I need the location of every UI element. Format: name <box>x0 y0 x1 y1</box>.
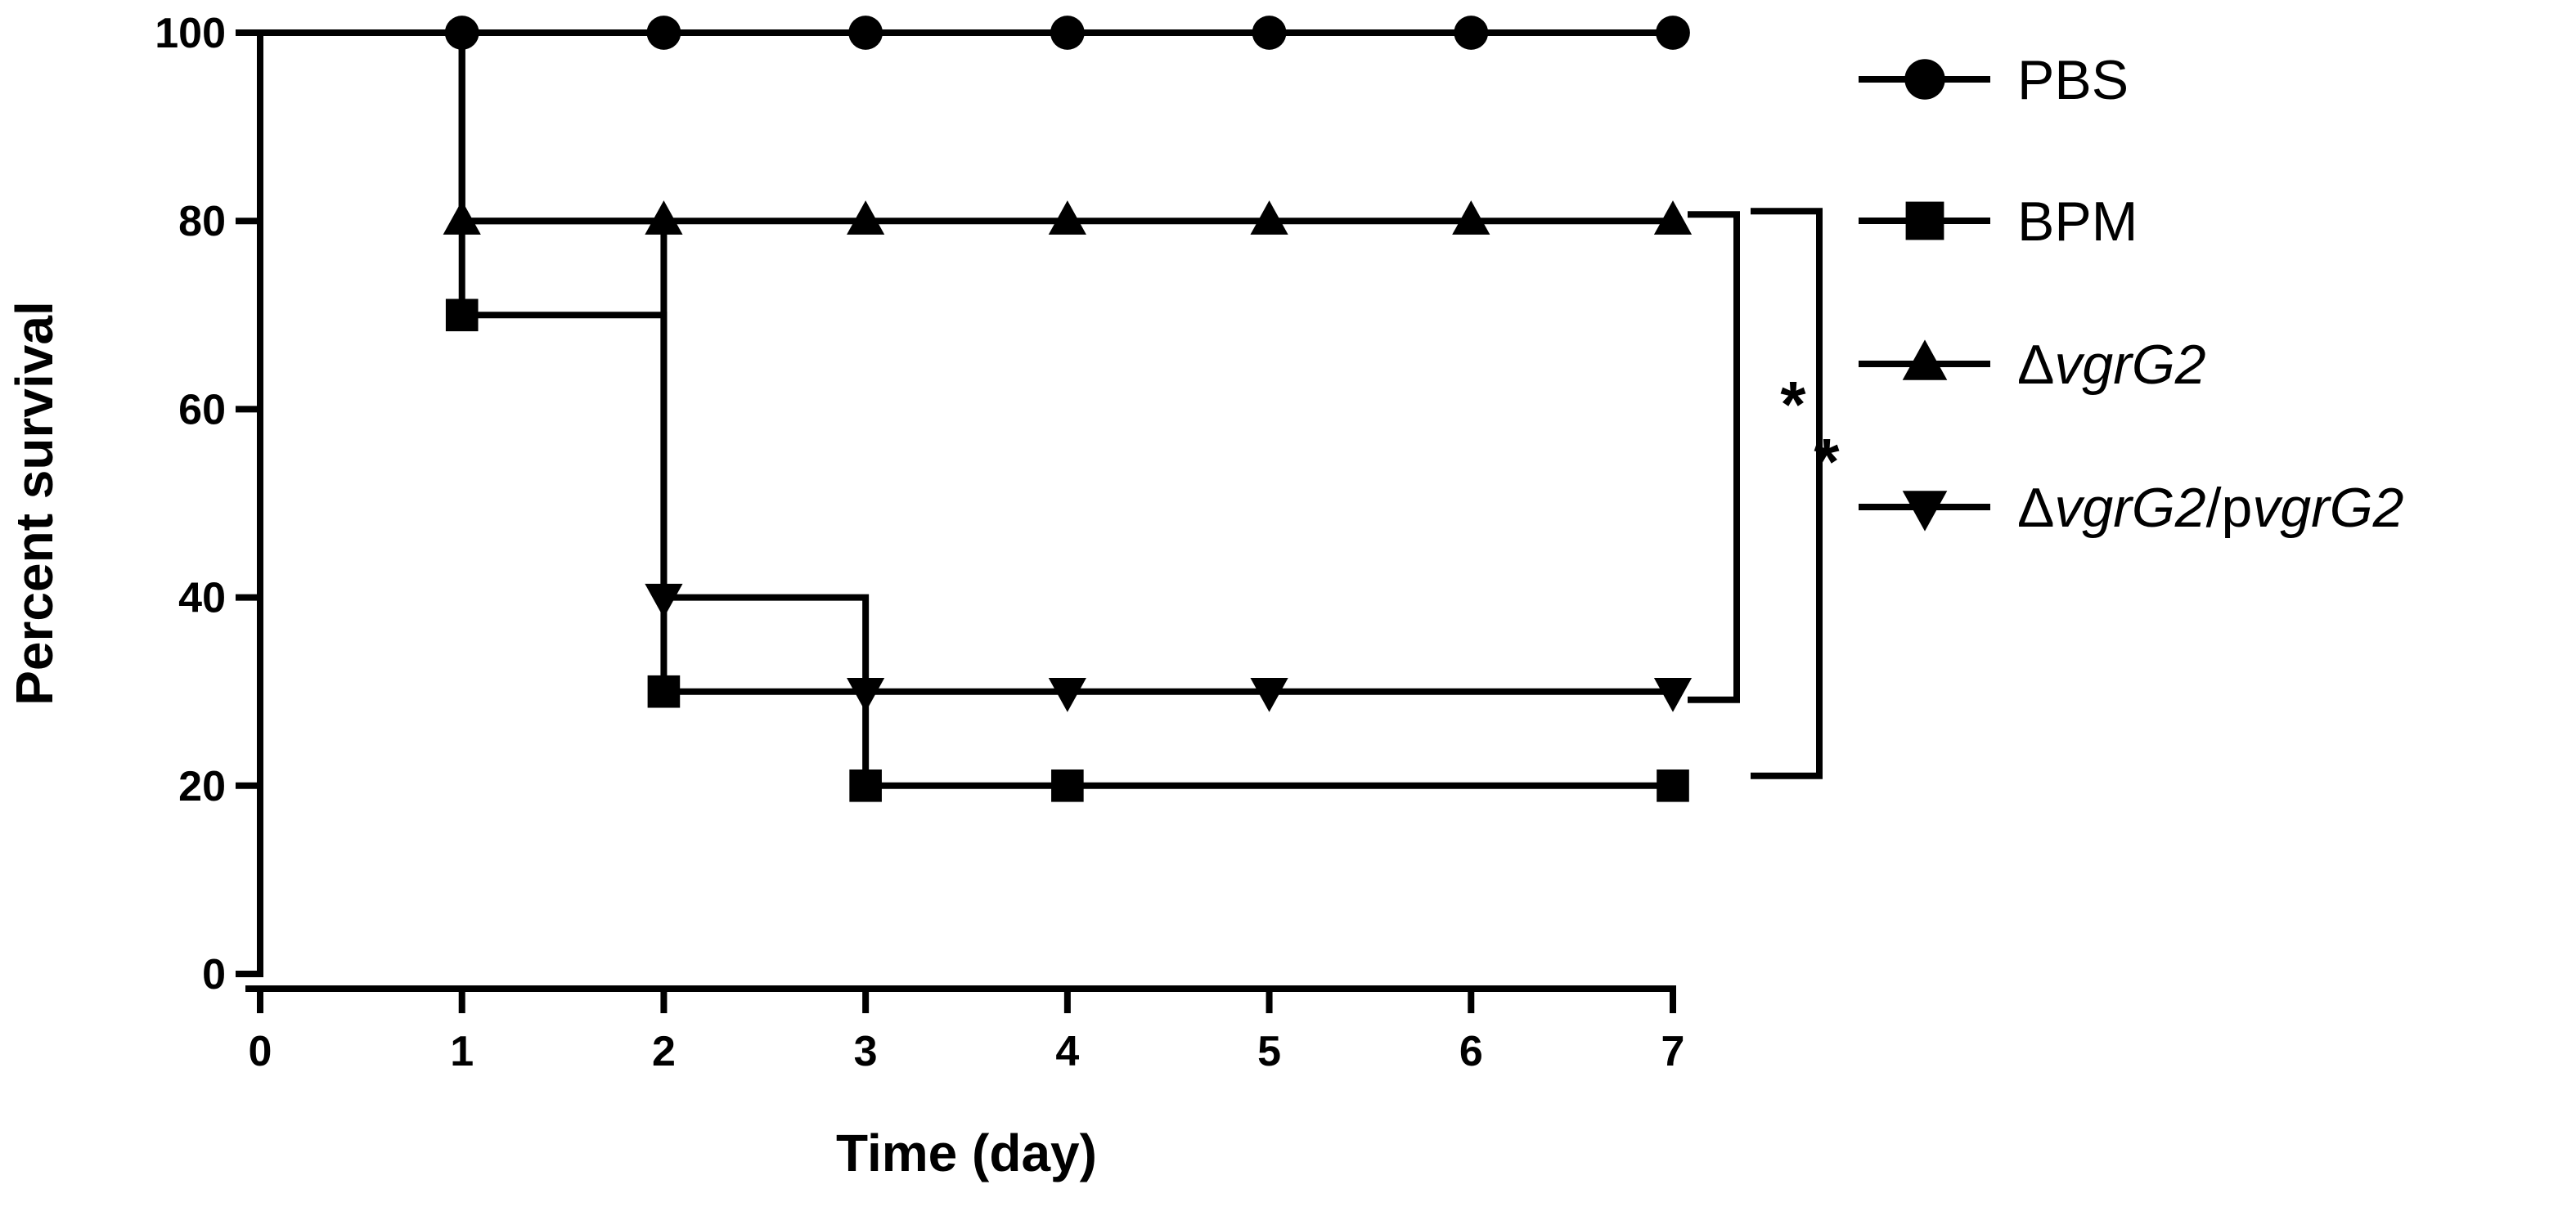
y-tick-label: 100 <box>155 10 226 57</box>
legend-marker <box>1902 339 1948 380</box>
x-tick-label: 5 <box>1257 1028 1281 1075</box>
data-point <box>445 298 479 332</box>
series-square <box>260 29 1689 802</box>
legend-label-part: BPM <box>2017 191 2138 253</box>
legend-item-circle: PBS <box>1859 49 2129 111</box>
legend-label-part: /p <box>2206 477 2253 539</box>
x-tick-label: 0 <box>249 1028 272 1075</box>
series-triangle-down <box>260 29 1693 712</box>
data-point <box>1051 770 1084 802</box>
legend-label: ΔvgrG2 <box>2017 334 2206 396</box>
x-tick-label: 6 <box>1459 1028 1483 1075</box>
data-point <box>1050 16 1085 50</box>
series-line <box>260 29 1673 225</box>
x-tick-label: 2 <box>652 1028 676 1075</box>
y-tick-label: 0 <box>202 951 226 998</box>
significance-bracket <box>1751 208 1823 779</box>
data-point <box>1252 16 1287 50</box>
data-point <box>847 200 885 235</box>
data-point <box>1653 200 1693 235</box>
x-axis-title: Time (day) <box>836 1124 1097 1182</box>
series-circle <box>260 16 1690 50</box>
legend-item-triangle-up: ΔvgrG2 <box>1859 334 2206 396</box>
series-layer <box>260 16 1693 802</box>
significance-label: * <box>1814 425 1840 498</box>
y-tick-label: 60 <box>178 386 226 433</box>
y-axis-title: Percent survival <box>5 301 64 706</box>
legend-label-part: Δ <box>2017 334 2054 396</box>
y-tick-label: 20 <box>178 763 226 810</box>
series-line <box>260 29 1673 695</box>
x-tick-label: 4 <box>1055 1028 1079 1075</box>
data-point <box>1657 770 1689 802</box>
legend-label-part: PBS <box>2017 49 2129 111</box>
significance-label: * <box>1780 368 1806 441</box>
annotation-layer: ** <box>1688 208 1840 779</box>
data-point <box>1048 677 1086 712</box>
y-tick-label: 40 <box>178 575 226 622</box>
data-point <box>1454 16 1489 50</box>
data-point <box>646 16 681 50</box>
axes: 0 20 40 60 80 100 0 1 2 3 4 5 6 7 <box>155 10 1684 1075</box>
series-line <box>260 29 1673 789</box>
legend-label-part: Δ <box>2017 477 2054 539</box>
legend-marker <box>1905 201 1944 240</box>
legend-label-part: vgrG2 <box>2252 477 2403 539</box>
legend-marker <box>1904 59 1945 100</box>
legend-item-triangle-down: ΔvgrG2/pvgrG2 <box>1859 477 2404 539</box>
data-point <box>1250 200 1288 235</box>
data-point <box>1048 200 1086 235</box>
y-tick-label: 80 <box>178 198 226 245</box>
x-tick-label: 3 <box>854 1028 878 1075</box>
series-triangle-up <box>260 29 1693 235</box>
legend-label: ΔvgrG2/pvgrG2 <box>2017 477 2404 539</box>
data-point <box>647 675 681 708</box>
legend-marker <box>1902 491 1948 532</box>
legend-label-part: vgrG2 <box>2054 334 2205 396</box>
data-point <box>1452 200 1490 235</box>
legend-label-part: vgrG2 <box>2054 477 2205 539</box>
data-point <box>1250 677 1288 712</box>
data-point <box>848 16 883 50</box>
data-point <box>1653 677 1693 712</box>
x-tick-label: 7 <box>1661 1028 1685 1075</box>
data-point <box>849 770 882 802</box>
data-point <box>1656 16 1690 50</box>
legend-label: PBS <box>2017 49 2129 111</box>
legend-item-square: BPM <box>1859 191 2138 253</box>
legend-label: BPM <box>2017 191 2138 253</box>
data-point <box>645 583 683 618</box>
data-point <box>645 200 683 235</box>
x-tick-label: 1 <box>450 1028 474 1075</box>
significance-bracket <box>1688 211 1740 703</box>
data-point <box>847 677 885 712</box>
